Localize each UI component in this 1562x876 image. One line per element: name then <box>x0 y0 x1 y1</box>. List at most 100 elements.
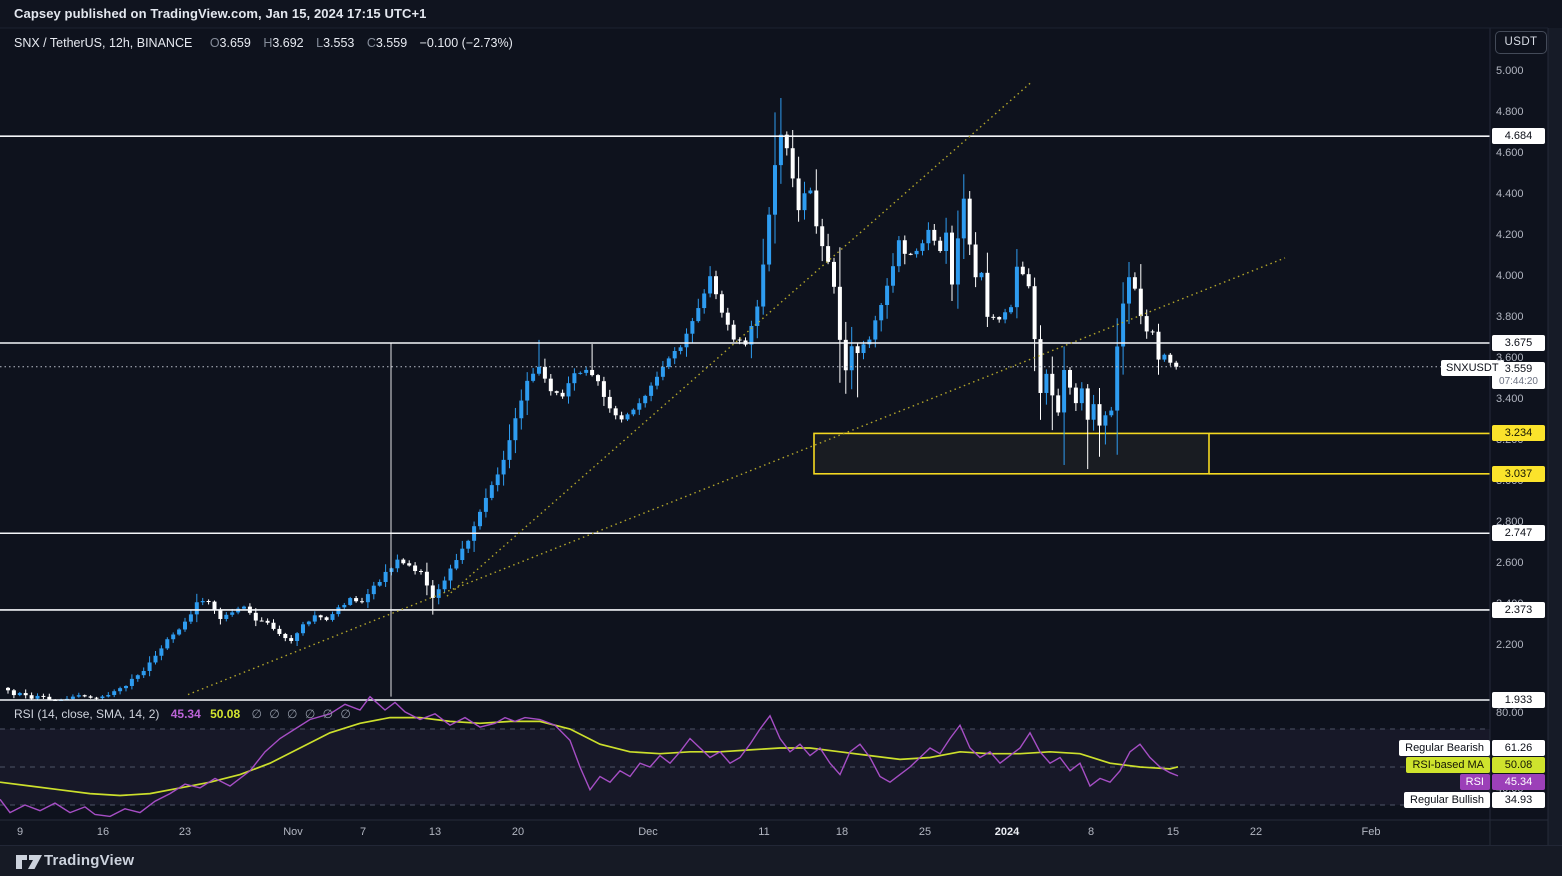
time-label: 11 <box>758 826 770 838</box>
candle-body <box>407 563 412 566</box>
candle-body <box>1091 404 1096 420</box>
rsi-empty-values: ∅ ∅ ∅ ∅ ∅ ∅ <box>251 707 353 721</box>
time-label: 22 <box>1249 826 1263 838</box>
rsi-legend: RSI (14, close, SMA, 14, 2) 45.34 50.08 … <box>14 707 353 721</box>
candle-body <box>1073 387 1078 404</box>
rsi-settings-title: RSI (14, close, SMA, 14, 2) <box>14 707 160 721</box>
candle-body <box>106 695 111 697</box>
candle-body <box>926 229 931 244</box>
candle-body <box>696 308 701 322</box>
candle-body <box>548 378 553 392</box>
candle-body <box>183 621 187 630</box>
candle-body <box>147 662 152 671</box>
candle-body <box>501 459 506 475</box>
time-label: 23 <box>178 826 192 838</box>
time-label: 20 <box>511 826 525 838</box>
candle-body <box>194 602 199 615</box>
rsi-value-label: 61.26 <box>1492 740 1545 756</box>
rsi-label: RSI <box>1459 774 1490 790</box>
open-label: O <box>209 36 220 50</box>
candle-body <box>843 339 848 371</box>
candle-body <box>778 134 783 166</box>
candle-body <box>129 678 134 686</box>
candle-body <box>259 620 264 622</box>
symbol-info-row: SNX / TetherUS, 12h, BINANCE O3.659 H3.6… <box>14 36 522 50</box>
candle-body <box>330 614 335 620</box>
candle-body <box>277 628 282 634</box>
candle-body <box>985 272 990 317</box>
candle-body <box>672 350 677 359</box>
candle-body <box>206 601 211 603</box>
tradingview-wordmark[interactable]: TradingView <box>44 852 135 869</box>
candle-body <box>961 198 966 239</box>
candle-body <box>914 250 919 255</box>
candle-body <box>719 294 724 313</box>
candle-body <box>513 418 518 441</box>
candle-body <box>289 638 294 641</box>
candle-body <box>1014 266 1019 308</box>
tradingview-logo-icon[interactable] <box>15 851 43 873</box>
rsi-current-value: 45.34 <box>170 707 201 721</box>
candle-body <box>377 582 382 586</box>
candle-body <box>855 346 860 354</box>
candle-body <box>383 571 388 583</box>
regular-bullish-label: Regular Bullish <box>1404 792 1490 808</box>
candle-body <box>88 696 93 698</box>
time-label: Nov <box>283 826 303 838</box>
candle-body <box>637 403 642 410</box>
candle-body <box>17 693 22 696</box>
candle-body <box>578 372 583 374</box>
candle-body <box>94 697 99 699</box>
candle-body <box>849 346 854 371</box>
time-label: 16 <box>96 826 110 838</box>
candle-body <box>1103 415 1108 426</box>
candle-body <box>112 691 117 696</box>
candle-body <box>1150 331 1155 333</box>
bottom-bar: TradingView <box>0 845 1562 876</box>
candle-body <box>478 511 482 527</box>
open-value: 3.659 <box>219 36 251 50</box>
candle-body <box>1085 388 1090 420</box>
candle-body <box>436 589 441 598</box>
candle-body <box>660 366 665 377</box>
candle-body <box>991 316 996 318</box>
candle-body <box>76 695 81 697</box>
candle-body <box>1115 346 1120 411</box>
candle-body <box>265 620 270 623</box>
candle-body <box>542 366 547 379</box>
candle-body <box>702 293 707 309</box>
low-label: L <box>316 36 324 50</box>
candle-body <box>973 244 978 278</box>
price-tick: 3.400 <box>1496 393 1524 406</box>
change-value: −0.100 (−2.73%) <box>419 36 513 50</box>
candle-body <box>566 383 571 397</box>
publisher-strip-background <box>0 0 1562 28</box>
candle-body <box>413 565 418 572</box>
candle-body <box>1109 410 1114 416</box>
close-label: C <box>366 36 376 50</box>
candle-body <box>23 693 28 696</box>
candle-body <box>920 243 925 251</box>
candle-body <box>955 238 960 285</box>
candle-body <box>1097 404 1102 426</box>
high-value: 3.692 <box>272 36 304 50</box>
candle-body <box>135 675 140 679</box>
candle-body <box>708 276 713 294</box>
candle-body <box>295 633 300 641</box>
candle-body <box>365 594 370 603</box>
currency-toggle-button[interactable]: USDT <box>1495 31 1547 54</box>
time-label: 18 <box>835 826 849 838</box>
candle-body <box>395 559 400 569</box>
candle-body <box>118 688 123 692</box>
candle-body <box>584 369 589 373</box>
candle-body <box>11 690 16 696</box>
price-tick: 3.600 <box>1496 352 1524 365</box>
candle-body <box>301 624 305 634</box>
candle-body <box>731 324 736 340</box>
candle-body <box>188 614 193 622</box>
candle-body <box>619 415 624 420</box>
candle-body <box>596 375 600 382</box>
candle-body <box>253 612 258 621</box>
regular-bearish-label: Regular Bearish <box>1399 740 1490 756</box>
